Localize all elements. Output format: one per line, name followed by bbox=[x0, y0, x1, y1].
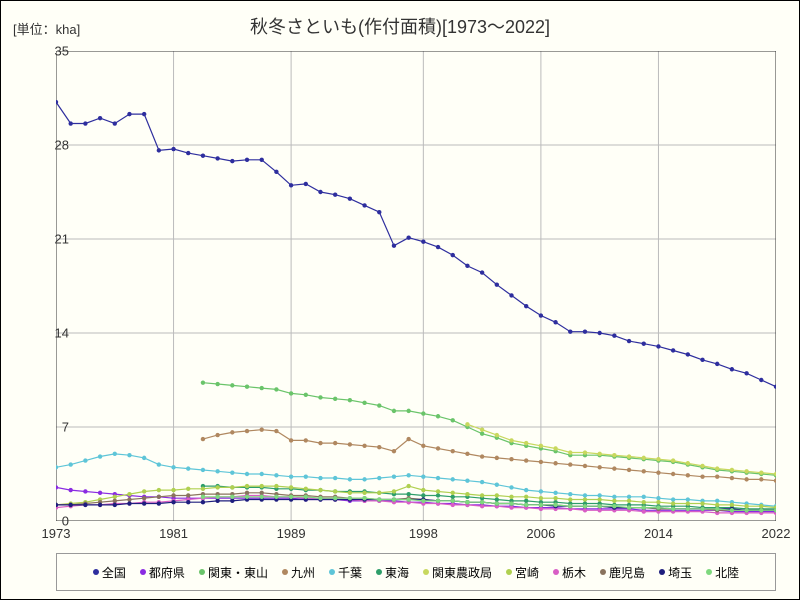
y-tick-label: 28 bbox=[55, 138, 69, 153]
legend-item: 埼玉 bbox=[659, 564, 692, 581]
legend-marker-icon bbox=[140, 569, 146, 575]
legend-item: 宮崎 bbox=[506, 564, 539, 581]
legend-item: 鹿児島 bbox=[600, 564, 645, 581]
legend-label: 関東・東山 bbox=[208, 564, 268, 581]
legend-label: 関東農政局 bbox=[432, 564, 492, 581]
legend-item: 九州 bbox=[282, 564, 315, 581]
legend-item: 北陸 bbox=[706, 564, 739, 581]
x-tick-label: 2014 bbox=[644, 526, 673, 541]
legend-item: 関東農政局 bbox=[423, 564, 492, 581]
legend-item: 全国 bbox=[93, 564, 126, 581]
legend-label: 宮崎 bbox=[515, 564, 539, 581]
legend-marker-icon bbox=[199, 569, 205, 575]
x-tick-label: 1998 bbox=[409, 526, 438, 541]
x-tick-label: 2022 bbox=[762, 526, 791, 541]
legend-label: 東海 bbox=[385, 564, 409, 581]
y-tick-label: 21 bbox=[55, 232, 69, 247]
legend-label: 全国 bbox=[102, 564, 126, 581]
legend-item: 千葉 bbox=[329, 564, 362, 581]
legend-marker-icon bbox=[506, 569, 512, 575]
legend-label: 栃木 bbox=[562, 564, 586, 581]
y-axis-unit-label: [単位：kha] bbox=[13, 19, 80, 38]
legend-item: 栃木 bbox=[553, 564, 586, 581]
legend-item: 東海 bbox=[376, 564, 409, 581]
legend-label: 九州 bbox=[291, 564, 315, 581]
x-tick-label: 1973 bbox=[42, 526, 71, 541]
legend-marker-icon bbox=[376, 569, 382, 575]
plot-area bbox=[56, 51, 776, 521]
legend: 全国 都府県 関東・東山 九州 千葉 東海 関東農政局 宮崎 栃木 鹿児島 埼玉 北陸 bbox=[56, 553, 776, 591]
chart-title: 秋冬さといも(作付面積)[1973～2022] bbox=[250, 13, 550, 39]
legend-marker-icon bbox=[282, 569, 288, 575]
y-tick-label: 14 bbox=[55, 326, 69, 341]
legend-label: 鹿児島 bbox=[609, 564, 645, 581]
legend-label: 北陸 bbox=[715, 564, 739, 581]
legend-label: 都府県 bbox=[149, 564, 185, 581]
legend-marker-icon bbox=[93, 569, 99, 575]
legend-marker-icon bbox=[553, 569, 559, 575]
legend-item: 関東・東山 bbox=[199, 564, 268, 581]
y-tick-label: 7 bbox=[62, 420, 69, 435]
legend-marker-icon bbox=[423, 569, 429, 575]
legend-marker-icon bbox=[706, 569, 712, 575]
x-tick-label: 1981 bbox=[159, 526, 188, 541]
chart-svg bbox=[56, 51, 776, 521]
x-tick-label: 2006 bbox=[526, 526, 555, 541]
legend-item: 都府県 bbox=[140, 564, 185, 581]
legend-label: 千葉 bbox=[338, 564, 362, 581]
legend-marker-icon bbox=[600, 569, 606, 575]
legend-label: 埼玉 bbox=[668, 564, 692, 581]
chart-container: [単位：kha] 秋冬さといも(作付面積)[1973～2022] 0714212… bbox=[0, 0, 800, 600]
legend-marker-icon bbox=[659, 569, 665, 575]
y-tick-label: 35 bbox=[55, 44, 69, 59]
legend-marker-icon bbox=[329, 569, 335, 575]
x-tick-label: 1989 bbox=[277, 526, 306, 541]
